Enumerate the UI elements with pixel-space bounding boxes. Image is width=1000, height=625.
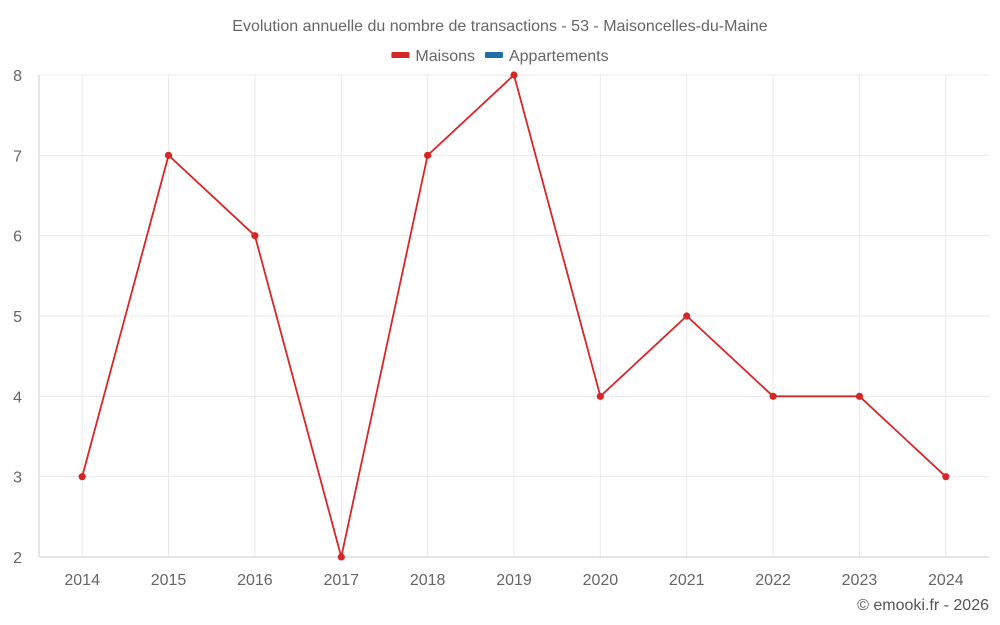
x-tick-label: 2014 [64,572,100,589]
credit-text: © emooki.fr - 2026 [857,597,989,614]
series-layer [78,71,950,561]
x-tick-label: 2023 [842,572,878,589]
x-tick-label: 2021 [669,572,705,589]
y-tick-labels: 2 3 4 5 6 7 8 [13,68,22,567]
x-tick-label: 2018 [410,572,446,589]
data-point-maisons[interactable] [78,473,86,481]
data-point-maisons[interactable] [769,392,777,400]
y-tick-label: 2 [13,550,22,567]
legend: Maisons Appartements [391,48,609,65]
data-point-maisons[interactable] [683,312,691,320]
y-tick-label: 7 [13,148,22,165]
data-point-maisons[interactable] [164,151,173,159]
data-point-maisons[interactable] [510,71,518,79]
data-point-maisons[interactable] [596,392,604,400]
x-tick-label: 2020 [583,572,619,589]
data-point-maisons[interactable] [942,473,950,481]
y-tick-label: 6 [13,229,22,246]
y-tick-label: 4 [13,389,22,406]
y-tick-label: 8 [13,68,22,85]
legend-item-maisons[interactable]: Maisons [415,48,475,65]
x-tick-labels: 2014 2015 2016 2017 2018 2019 2020 2021 2022 2023… [64,572,963,589]
x-tick-label: 2017 [323,572,359,589]
x-tick-label: 2016 [237,572,273,589]
data-point-maisons[interactable] [424,151,432,159]
legend-item-appartements[interactable]: Appartements [509,48,609,65]
axes [38,75,989,558]
x-tick-label: 2022 [755,572,791,589]
legend-swatch-appartements [484,52,503,58]
data-point-maisons[interactable] [251,232,259,240]
data-point-maisons[interactable] [855,392,864,400]
x-tick-label: 2024 [928,572,964,589]
legend-swatch-maisons [391,52,410,58]
x-tick-label: 2019 [496,572,532,589]
chart-title: Evolution annuelle du nombre de transact… [232,18,768,35]
y-tick-label: 3 [13,470,22,487]
y-tick-label: 5 [13,309,22,326]
grid [39,74,989,557]
x-tick-label: 2015 [151,572,187,589]
data-point-maisons[interactable] [337,553,345,561]
